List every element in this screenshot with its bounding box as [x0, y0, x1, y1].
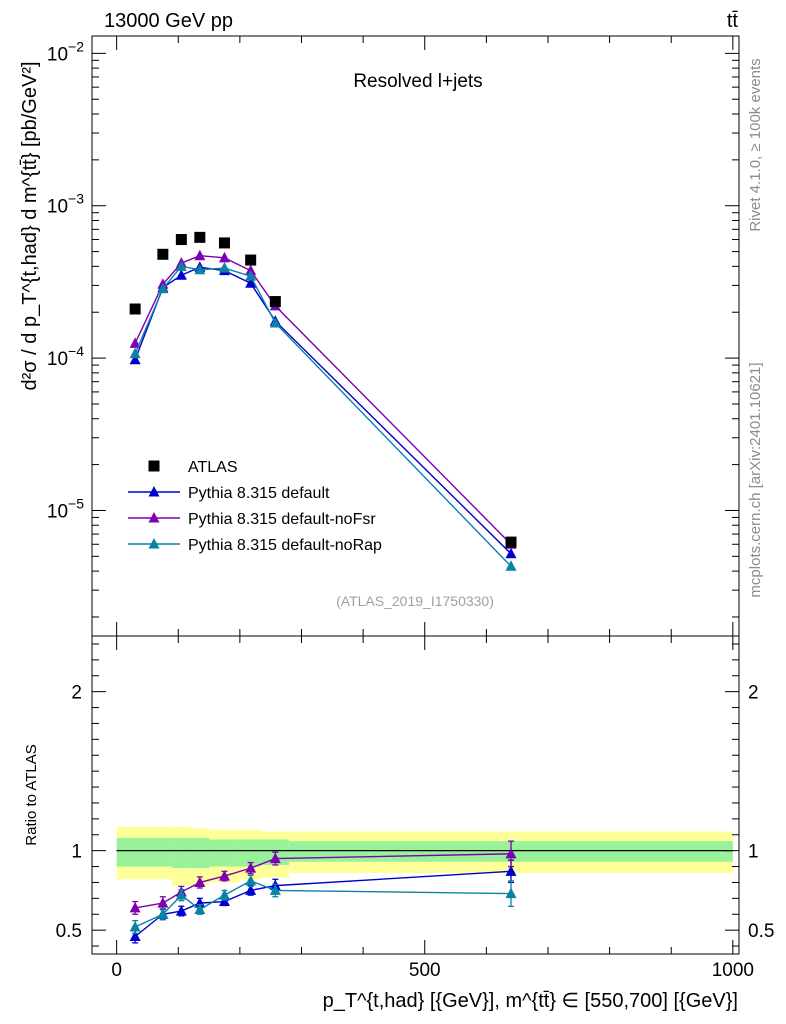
legend: ATLAS Pythia 8.315 default Pythia 8.315 de…: [128, 459, 382, 554]
ratio-series-marker-1: [218, 870, 230, 881]
ratio-y-tick-label-right: 2: [748, 683, 759, 704]
main-panel: 10−5 10−4 10−3 10−2 Resolved l+jets (ATLAS_…: [19, 35, 740, 637]
data-point: [129, 303, 141, 315]
legend-marker-0: [148, 486, 160, 497]
ratio-frame: [91, 635, 740, 955]
ratio-series-marker-2: [218, 889, 230, 900]
ratio-series-marker-1: [129, 901, 141, 913]
analysis-id-label: (ATLAS_2019_I1750330): [336, 593, 494, 609]
ratio-series-marker-2: [157, 908, 169, 919]
ratio-y-tick-label-left: 2: [71, 683, 82, 704]
ratio-series-marker-2: [269, 884, 281, 895]
ratio-y-tick-label-left: 1: [71, 842, 82, 863]
data-point: [194, 231, 206, 243]
main-series-marker-0: [505, 547, 517, 559]
ratio-series-marker-0: [245, 884, 257, 895]
ratio-series-marker-0: [129, 930, 141, 942]
main-series-marker-0: [175, 269, 187, 280]
ratio-series-marker-1: [505, 847, 517, 859]
main-plot-area: [129, 231, 517, 571]
legend-marker-1: [148, 512, 160, 523]
x-axis-label: p_T^{t,had} [{GeV}], m^{tt̄} ∈ [550,700]…: [323, 990, 738, 1012]
uncertainty-band-stat: [239, 839, 262, 867]
uncertainty-band-stat: [209, 839, 240, 867]
ratio-y-tick-label-right: 0.5: [748, 921, 774, 942]
ratio-series-marker-1: [194, 876, 206, 887]
ratio-series-marker-1: [269, 852, 281, 864]
main-series-marker-1: [245, 264, 257, 276]
uncertainty-band-stat: [116, 837, 173, 867]
legend-marker-atlas: [148, 460, 160, 472]
rivet-version-label: Rivet 4.1.0, ≥ 100k events: [747, 58, 764, 231]
main-series-marker-2: [218, 262, 230, 273]
main-series-marker-2: [505, 560, 517, 571]
ratio-series-marker-0: [505, 865, 517, 876]
ratio-series-line-2: [134, 880, 512, 928]
ratio-series-marker-1: [157, 897, 169, 908]
data-point: [157, 248, 169, 260]
ratio-y-tick-label-right: 1: [748, 842, 759, 863]
ratio-plot-area: [116, 826, 733, 944]
ratio-series-marker-2: [245, 874, 257, 886]
main-series-marker-2: [175, 260, 187, 271]
data-point: [175, 234, 187, 246]
data-point: [245, 254, 257, 266]
main-series-marker-1: [218, 251, 230, 263]
y-tick-label: 10−5: [47, 495, 84, 522]
legend-label-2: Pythia 8.315 default-noRap: [188, 537, 382, 554]
ratio-series-marker-2: [194, 903, 206, 914]
x-tick-label: 500: [409, 960, 441, 981]
main-series-marker-2: [194, 263, 206, 275]
y-tick-label: 10−3: [47, 191, 84, 218]
ratio-panel: 0.5 0.5 1 1 2 2 0 500 1000 Ratio to ATLAS p_T^{t…: [23, 635, 774, 1012]
main-series-marker-2: [129, 347, 141, 359]
ratio-y-tick-label-left: 0.5: [56, 921, 82, 942]
main-series-marker-2: [269, 316, 281, 328]
legend-label-0: Pythia 8.315 default: [188, 485, 330, 502]
ratio-series-line-1: [135, 853, 512, 909]
uncertainty-band-stat: [190, 837, 210, 869]
main-series-marker-0: [245, 277, 257, 288]
energy-label: 13000 GeV pp: [104, 10, 233, 32]
y-tick-label: 10−4: [47, 343, 84, 370]
ratio-series-marker-0: [218, 895, 230, 907]
data-point: [505, 536, 517, 548]
ratio-y-axis-label: Ratio to ATLAS: [23, 744, 40, 845]
legend-label-atlas: ATLAS: [188, 459, 238, 476]
main-y-axis-label: d²σ / d p_T^{t,had} d m^{tt̄} [pb/GeV²]: [19, 61, 41, 390]
main-series-marker-2: [245, 270, 257, 281]
ratio-axis-ticks: 0.5 0.5 1 1 2 2 0 500 1000: [56, 636, 774, 981]
process-label: tt̄: [727, 10, 739, 32]
uncertainty-band-stat: [172, 837, 191, 869]
main-series-marker-0: [129, 353, 141, 365]
plot-title: Resolved l+jets: [353, 71, 482, 92]
legend-marker-2: [148, 538, 160, 549]
main-series-marker-1: [129, 337, 141, 348]
main-series-line-2: [134, 265, 512, 567]
ratio-series-marker-0: [175, 905, 187, 916]
x-tick-label: 0: [111, 960, 122, 981]
ratio-series-marker-1: [245, 862, 257, 873]
ratio-series-marker-2: [175, 889, 187, 900]
main-axis-ticks: 10−5 10−4 10−3 10−2: [47, 36, 739, 636]
legend-label-1: Pythia 8.315 default-noFsr: [188, 511, 376, 528]
x-tick-label: 1000: [712, 960, 754, 981]
ratio-series-marker-2: [505, 887, 517, 899]
mcplots-label: mcplots.cern.ch [arXiv:2401.10621]: [747, 362, 764, 597]
y-tick-label: 10−2: [47, 38, 84, 65]
main-series-marker-2: [157, 282, 169, 294]
data-point: [269, 296, 281, 308]
data-point: [218, 237, 230, 249]
ratio-series-marker-2: [129, 920, 141, 932]
main-series-marker-1: [194, 249, 206, 261]
